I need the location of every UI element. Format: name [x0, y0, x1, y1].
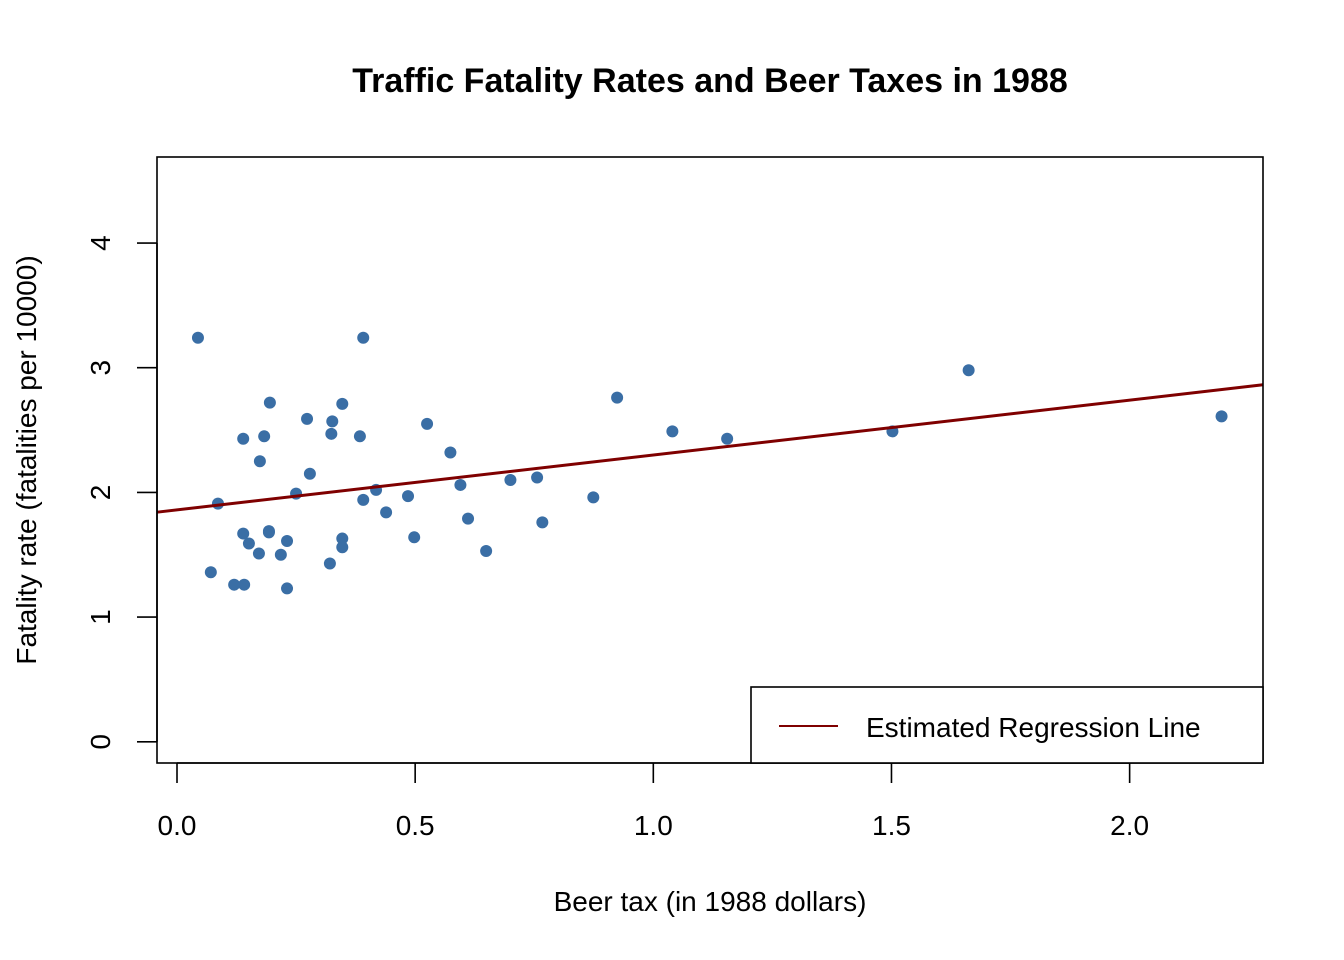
y-tick-label: 2 [85, 485, 116, 501]
x-tick-label: 1.5 [872, 810, 911, 841]
data-point [237, 432, 250, 445]
data-point [281, 582, 294, 595]
chart-title: Traffic Fatality Rates and Beer Taxes in… [352, 62, 1068, 100]
x-tick-label: 2.0 [1110, 810, 1149, 841]
data-point [721, 432, 734, 445]
data-point [263, 396, 276, 409]
x-tick-label: 0.0 [158, 810, 197, 841]
legend-label: Estimated Regression Line [866, 712, 1201, 743]
data-point [204, 566, 217, 579]
data-point [462, 512, 475, 525]
data-point [353, 430, 366, 443]
x-axis: 0.0 0.5 1.0 1.5 2.0 [158, 762, 1149, 841]
data-point [357, 331, 370, 344]
data-point [281, 535, 294, 548]
data-point [380, 506, 393, 519]
data-point [587, 491, 600, 504]
data-point [237, 527, 250, 540]
data-point [357, 493, 370, 506]
x-tick-label: 1.0 [634, 810, 673, 841]
data-point [253, 455, 266, 468]
y-axis: 0 1 2 3 4 [85, 235, 158, 750]
data-point [531, 471, 544, 484]
data-point [1215, 410, 1228, 423]
plot-frame [156, 156, 1264, 764]
y-tick-label: 3 [85, 360, 116, 376]
data-point [480, 545, 493, 558]
regression-line-layer [156, 383, 1264, 514]
data-point [666, 425, 679, 438]
data-point [336, 397, 349, 410]
data-point [262, 526, 275, 539]
legend: Estimated Regression Line [750, 686, 1264, 764]
data-point [303, 467, 316, 480]
data-point [611, 391, 624, 404]
data-point [962, 364, 975, 377]
data-point [258, 430, 271, 443]
data-point [504, 473, 517, 486]
data-point [336, 532, 349, 545]
data-point [274, 548, 287, 561]
data-point [326, 415, 339, 428]
regression-line [156, 383, 1264, 514]
y-tick-label: 0 [85, 734, 116, 750]
y-tick-label: 4 [85, 235, 116, 251]
data-point [536, 516, 549, 529]
x-tick-label: 0.5 [396, 810, 435, 841]
data-point [402, 490, 415, 503]
data-point [323, 557, 336, 570]
data-point [238, 578, 251, 591]
data-point [252, 547, 265, 560]
data-point [421, 417, 434, 430]
data-point [325, 427, 338, 440]
y-axis-label: Fatality rate (fatalities per 10000) [11, 255, 42, 664]
y-tick-label: 1 [85, 609, 116, 625]
data-point [301, 412, 314, 425]
data-point [336, 541, 349, 554]
data-point [454, 478, 467, 491]
data-point [408, 531, 421, 544]
x-axis-label: Beer tax (in 1988 dollars) [554, 886, 867, 917]
points-layer [191, 331, 1228, 595]
data-point [191, 331, 204, 344]
data-point [228, 578, 241, 591]
data-point [444, 446, 457, 459]
data-point [242, 537, 255, 550]
